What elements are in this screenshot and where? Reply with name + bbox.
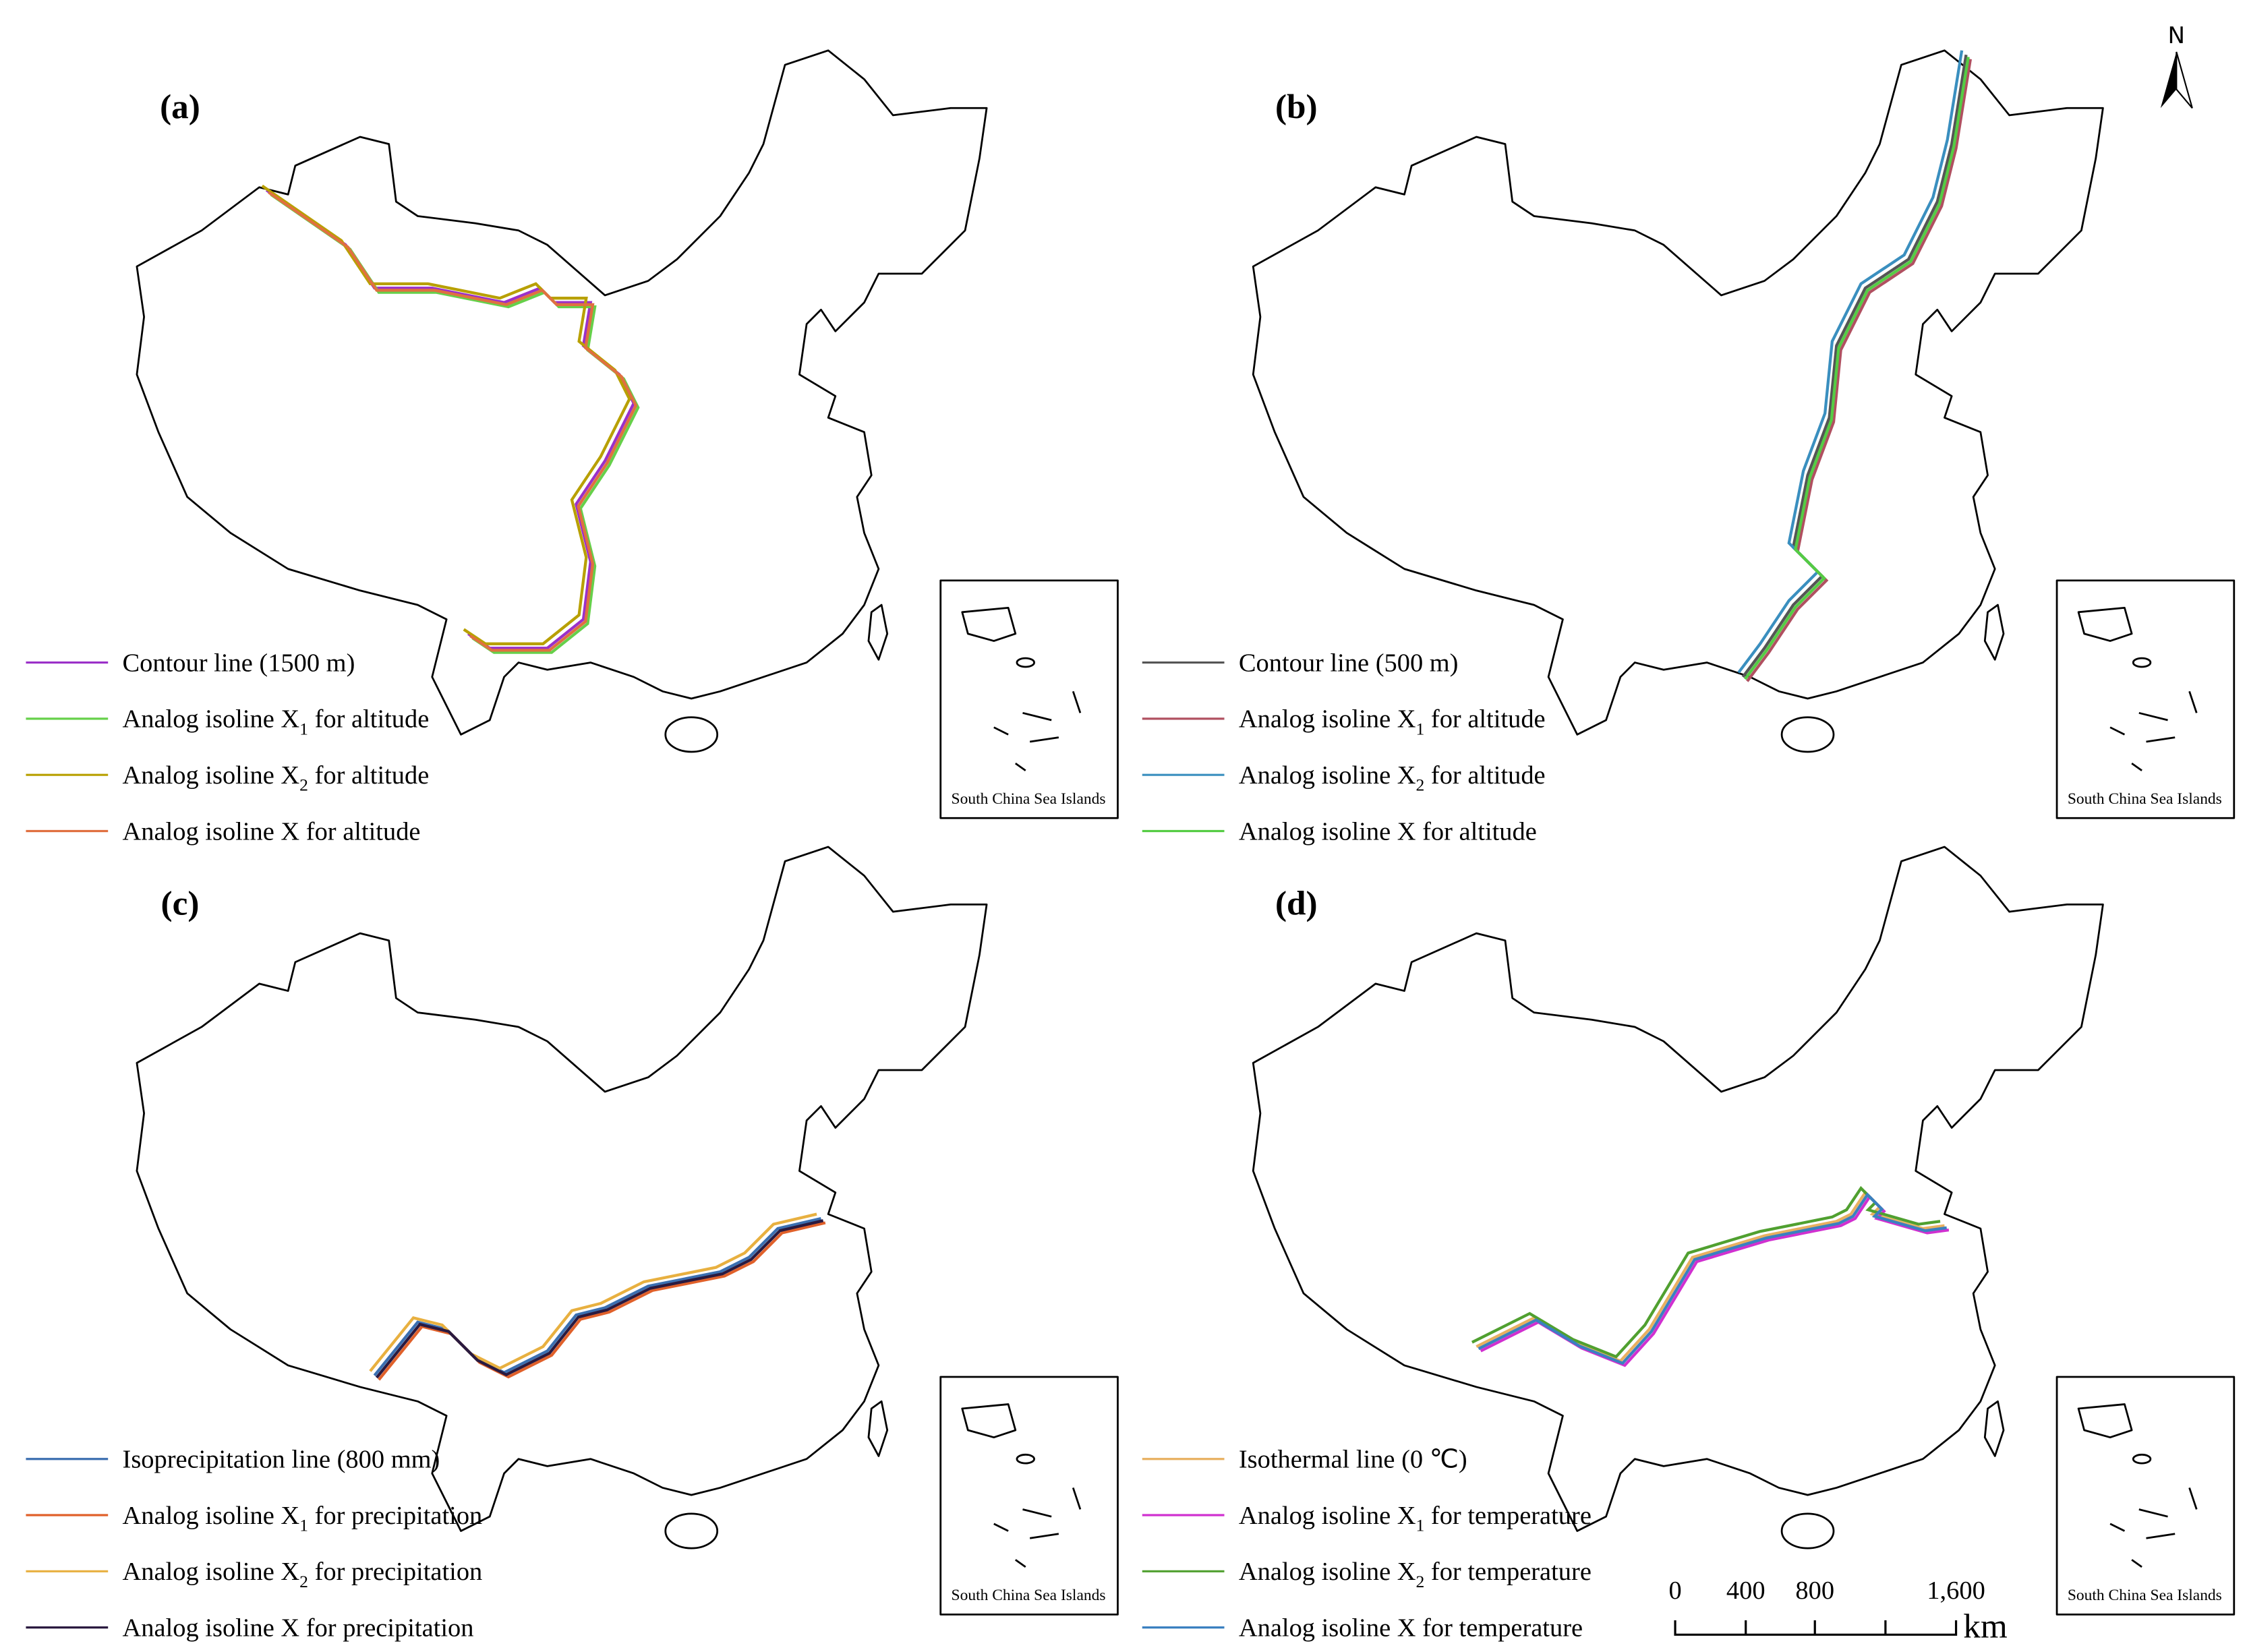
map-panel: (c) South China Sea Islands Isoprecipitati… (26, 846, 1119, 1642)
scale-label: 400 (1726, 1576, 1766, 1605)
legend-text-rest: for temperature (1424, 1558, 1592, 1586)
china-outline (136, 49, 1119, 819)
legend-subscript: 1 (1416, 719, 1424, 738)
legend-text-main: Analog isoline X for altitude (1239, 817, 1537, 846)
legend-text: Analog isoline X for altitude (123, 817, 421, 846)
legend-text: Contour line (1500 m) (123, 649, 355, 677)
legend-text-main: Analog isoline X (1239, 705, 1416, 734)
scale-bar (1674, 1620, 1958, 1636)
legend-text-main: Analog isoline X (1239, 1558, 1416, 1586)
north-arrow (2160, 51, 2177, 109)
isoline (1743, 57, 1970, 680)
panel-label: (d) (1275, 884, 1318, 922)
legend-subscript: 2 (1416, 1572, 1424, 1591)
map-panel: (b) South China Sea Islands Contour line (… (1142, 49, 2236, 846)
legend-text-main: Analog isoline X (123, 1558, 300, 1586)
china-outline (136, 846, 1119, 1616)
legend-text-rest: for altitude (308, 705, 429, 734)
legend-text-main: Analog isoline X (123, 761, 300, 790)
legend-text-main: Isoprecipitation line (800 mm) (123, 1446, 440, 1474)
legend-text: Isoprecipitation line (800 mm) (123, 1446, 440, 1474)
legend-text-rest: for precipitation (308, 1558, 482, 1586)
legend-text: Analog isoline X for altitude (1239, 817, 1537, 846)
map-panel: (d) South China Sea Islands Isothermal lin… (1142, 846, 2236, 1642)
legend-subscript: 2 (299, 1572, 308, 1591)
legend-text-main: Analog isoline X for altitude (123, 817, 421, 846)
legend-text: Analog isoline X1 for precipitation (123, 1502, 483, 1535)
scale-label: 800 (1795, 1576, 1834, 1605)
inset-label: South China Sea Islands (952, 790, 1106, 808)
inset-label: South China Sea Islands (2068, 790, 2222, 808)
legend-subscript: 1 (299, 1516, 308, 1535)
isoline (369, 1212, 817, 1372)
legend-text-main: Analog isoline X (1239, 1502, 1416, 1530)
north-arrow-half (2176, 51, 2193, 109)
panel-label: (c) (161, 884, 200, 922)
isoline (1471, 1185, 1941, 1359)
panel-label: (b) (1275, 88, 1318, 126)
legend-text-rest: for altitude (1424, 705, 1545, 734)
isoline (268, 191, 638, 652)
legend-text-main: Contour line (500 m) (1239, 649, 1459, 677)
china-outline (1252, 846, 2236, 1616)
isoline (1741, 54, 1968, 678)
legend-text-rest: for altitude (308, 761, 429, 790)
legend-text-main: Isothermal line (0 ℃) (1239, 1446, 1467, 1474)
legend-text-rest: for precipitation (308, 1502, 482, 1530)
isoline (375, 1219, 824, 1379)
legend-text: Analog isoline X2 for temperature (1239, 1558, 1592, 1591)
china-outline (1252, 49, 2236, 819)
isoline (1746, 59, 1973, 682)
legend-text: Contour line (500 m) (1239, 649, 1459, 677)
legend-text-main: Analog isoline X (1239, 761, 1416, 790)
scale-label: 1,600 (1927, 1576, 1985, 1605)
inset-label: South China Sea Islands (952, 1587, 1106, 1604)
legend-text: Analog isoline X for precipitation (123, 1614, 474, 1642)
north-label: N (2168, 22, 2186, 49)
map-panel: (a) South China Sea Islands Contour line (… (26, 49, 1119, 846)
legend-text-main: Contour line (1500 m) (123, 649, 355, 677)
legend-text: Analog isoline X2 for precipitation (123, 1558, 483, 1591)
legend-text: Analog isoline X2 for altitude (1239, 761, 1546, 795)
scale-label: 0 (1668, 1576, 1681, 1605)
scale-unit: km (1963, 1607, 2008, 1646)
legend-text: Analog isoline X1 for altitude (123, 705, 430, 739)
isoline (1480, 1194, 1950, 1367)
legend-text-main: Analog isoline X (123, 705, 300, 734)
legend-text-rest: for altitude (1424, 761, 1545, 790)
legend-text: Analog isoline X1 for altitude (1239, 705, 1546, 739)
isoline (1476, 1190, 1945, 1363)
legend-text-main: Analog isoline X for temperature (1239, 1614, 1583, 1642)
panel-label: (a) (160, 88, 200, 126)
legend-subscript: 1 (1416, 1516, 1424, 1535)
legend-text: Analog isoline X2 for altitude (123, 761, 430, 795)
legend-text: Analog isoline X1 for temperature (1239, 1502, 1592, 1535)
legend-text-main: Analog isoline X for precipitation (123, 1614, 474, 1642)
isoline (261, 184, 631, 645)
legend-text: Isothermal line (0 ℃) (1239, 1446, 1467, 1474)
legend-subscript: 2 (299, 775, 308, 795)
legend-subscript: 2 (1416, 775, 1424, 795)
isoline (1737, 50, 1964, 674)
legend-text-rest: for temperature (1424, 1502, 1592, 1530)
legend-text-main: Analog isoline X (123, 1502, 300, 1530)
inset-label: South China Sea Islands (2068, 1587, 2222, 1604)
legend-text: Analog isoline X for temperature (1239, 1614, 1583, 1642)
isoline (1478, 1192, 1947, 1365)
legend-subscript: 1 (299, 719, 308, 738)
